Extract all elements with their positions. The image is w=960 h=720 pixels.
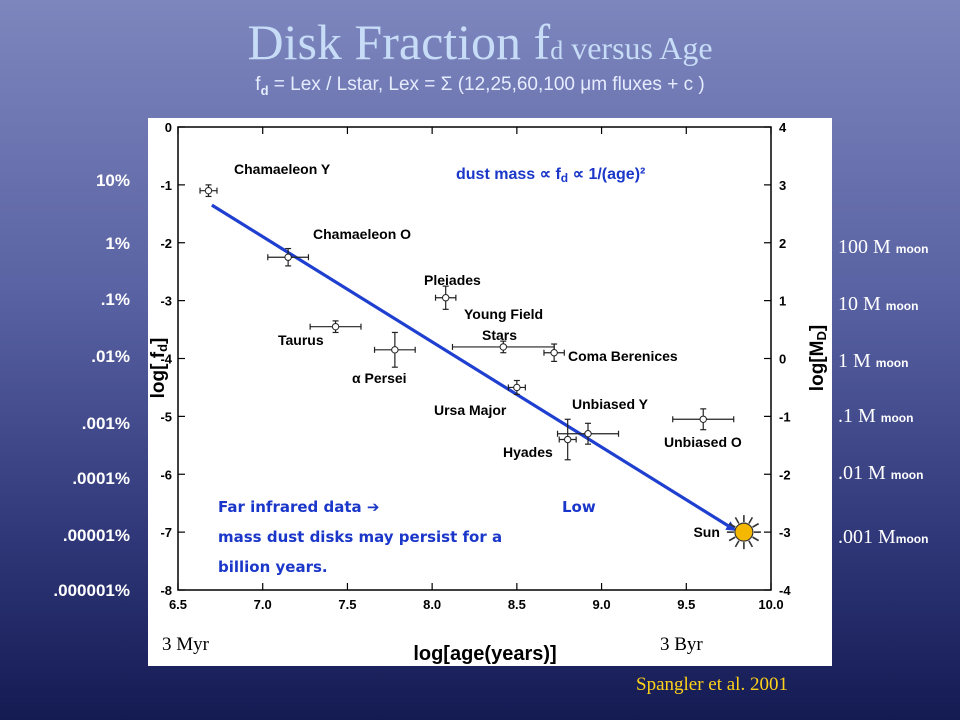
left-percent-label: .01% [91, 347, 130, 366]
y2-tick-label: -3 [779, 525, 791, 540]
citation: Spangler et al. 2001 [636, 674, 788, 695]
mass-unit: moon [885, 299, 919, 313]
mass-unit: moon [875, 356, 909, 370]
mass-value: 1 M [838, 350, 871, 372]
y2-axis-title: log[MD] [807, 325, 829, 391]
right-mass-label: 100 M moon [838, 236, 928, 259]
x-tick-label: 9.0 [593, 597, 611, 612]
mass-value: 10 M [838, 293, 881, 315]
y2-tick-label: 2 [779, 236, 786, 251]
x-tick-label: 9.5 [677, 597, 695, 612]
title-main: Disk Fraction f [247, 14, 551, 70]
left-percent-label: .000001% [53, 581, 130, 600]
x-tick-label: 7.0 [254, 597, 272, 612]
chart-panel: dust mass ∝ fd ∝ 1/(age)² log[ fd] log[M… [148, 118, 832, 666]
data-point [558, 418, 577, 461]
y-tick-label: -6 [160, 467, 172, 482]
point-label: Ursa Major [434, 402, 507, 418]
point-label: Chamaeleon Y [234, 161, 331, 177]
mass-unit: moon [895, 532, 929, 546]
trend-line [211, 203, 737, 531]
right-mass-label: 1 M moon [838, 350, 908, 373]
left-percent-label: 1% [105, 234, 130, 253]
y-tick-label: -5 [160, 409, 172, 424]
age-marker-right: 3 Byr [660, 634, 703, 655]
y-axis-title: log[ fd] [148, 338, 170, 399]
y-tick-label: -2 [160, 236, 172, 251]
point-label: α Persei [352, 370, 407, 386]
point-label: Chamaeleon O [313, 226, 411, 242]
mass-unit: moon [880, 411, 914, 425]
y2-tick-label: 4 [779, 120, 787, 135]
formula-text: = Lex / Lstar, Lex = Σ (12,25,60,100 μm … [268, 74, 705, 95]
y-tick-label: 0 [165, 120, 172, 135]
point-label: Pleiades [424, 272, 481, 288]
title-subscript: d [550, 36, 564, 65]
sun-icon [726, 515, 761, 550]
y2-tick-label: -4 [779, 583, 791, 598]
mass-unit: moon [890, 468, 924, 482]
left-percent-label: .00001% [62, 526, 130, 545]
data-point [199, 184, 218, 198]
mass-unit: moon [895, 242, 929, 256]
y-tick-label: -4 [160, 352, 172, 367]
mass-value: 100 M [838, 236, 891, 258]
x-tick-label: 8.0 [423, 597, 441, 612]
y2-tick-label: -1 [779, 409, 791, 424]
formula-pre: f [255, 74, 261, 95]
right-mass-label: 10 M moon [838, 293, 918, 316]
title-tail: versus Age [563, 30, 713, 66]
y2-tick-label: -2 [779, 467, 791, 482]
data-point [267, 247, 310, 267]
y2-tick-label: 0 [779, 352, 786, 367]
y-tick-label: -3 [160, 294, 172, 309]
slide-title: Disk Fraction fd versus Age [0, 12, 960, 81]
data-point [543, 343, 565, 362]
note-text: Far infrared data ➔ Low mass dust disks m… [218, 498, 601, 576]
point-label: Hyades [503, 444, 553, 460]
point-label: Unbiased Y [572, 396, 649, 412]
formula-sub: d [260, 82, 269, 98]
plot-frame [177, 126, 772, 591]
right-mass-label: .01 M moon [838, 462, 923, 485]
left-percent-label: .1% [100, 290, 130, 309]
right-mass-label: .001 Mmoon [838, 526, 928, 549]
scatter-chart: dust mass ∝ fd ∝ 1/(age)² log[ fd] log[M… [148, 120, 829, 665]
right-mass-label: .1 M moon [838, 405, 913, 428]
point-label: Taurus [278, 332, 324, 348]
point-label: Unbiased O [664, 434, 742, 450]
mass-value: .01 M [838, 462, 886, 484]
x-tick-label: 10.0 [758, 597, 783, 612]
left-percent-label: 10% [95, 171, 130, 190]
age-marker-left: 3 Myr [162, 634, 210, 655]
x-tick-label: 6.5 [169, 597, 187, 612]
mass-value: .001 M [838, 526, 896, 548]
sun-label: Sun [693, 524, 719, 540]
data-point [434, 285, 457, 310]
data-point [373, 331, 416, 368]
y-tick-label: -1 [160, 178, 172, 193]
y-tick-label: -7 [160, 525, 172, 540]
formula: fd = Lex / Lstar, Lex = Σ (12,25,60,100 … [0, 74, 960, 98]
data-point [672, 408, 735, 431]
point-label: Coma Berenices [568, 348, 678, 364]
data-point [309, 320, 362, 334]
y2-tick-label: 1 [779, 294, 786, 309]
x-axis-title: log[age(years)] [413, 643, 556, 665]
left-percent-label: .0001% [72, 469, 130, 488]
x-tick-label: 8.5 [508, 597, 526, 612]
left-percent-label: .001% [81, 414, 130, 433]
x-tick-label: 7.5 [338, 597, 356, 612]
relation-label: dust mass ∝ fd ∝ 1/(age)² [456, 166, 645, 185]
mass-value: .1 M [838, 405, 876, 427]
data-point [507, 379, 526, 395]
point-label: Young Field Stars [464, 306, 543, 343]
y2-tick-label: 3 [779, 178, 786, 193]
y-tick-label: -8 [160, 583, 172, 598]
